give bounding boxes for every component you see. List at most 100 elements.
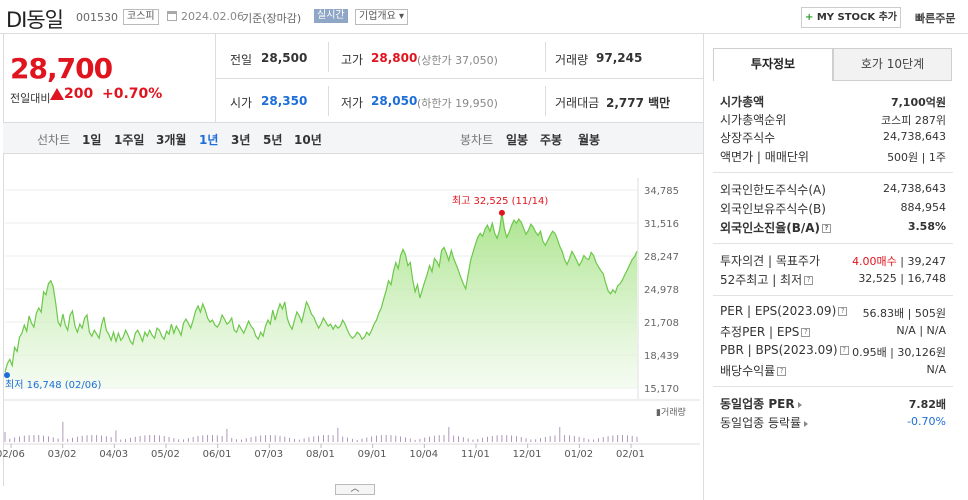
low-value: 28,050: [371, 94, 418, 108]
price-chart: 최고 32,525 (11/14) 최저 16,748 (02/06) 34,78…: [0, 154, 700, 464]
tab-1w[interactable]: 1주일: [114, 133, 145, 147]
tab-1d[interactable]: 1일: [82, 133, 102, 147]
tab-10-level-quotes[interactable]: 호가 10단계: [833, 48, 952, 81]
x-tick-label: 10/04: [409, 449, 438, 460]
est-per-label: 추정PER | EPS?: [720, 323, 811, 340]
quick-order-button[interactable]: 빠른주문: [915, 12, 956, 25]
divider: [545, 42, 546, 72]
help-icon[interactable]: ?: [822, 224, 832, 233]
tab-10y[interactable]: 10년: [294, 133, 322, 147]
panel-divider: [703, 34, 704, 500]
tab-weekly[interactable]: 주봉: [540, 133, 563, 147]
current-price: 28,700: [10, 52, 113, 85]
help-icon[interactable]: ?: [839, 346, 849, 355]
foreign-ratio-value: 3.58%: [907, 220, 946, 233]
x-tick-label: 02/06: [0, 449, 25, 460]
tab-monthly[interactable]: 월봉: [578, 133, 601, 147]
52w-label: 52주최고 | 최저?: [720, 271, 814, 288]
x-tick-label: 07/03: [254, 449, 283, 460]
tab-3y[interactable]: 3년: [231, 133, 251, 147]
foreign-limit-label: 외국인한도주식수(A): [720, 183, 826, 197]
face-value-label: 액면가 | 매매단위: [720, 150, 809, 164]
dividend-label: 배당수익률?: [720, 362, 787, 379]
line-chart-label: 선차트: [37, 133, 71, 147]
base-date-suffix: 기준(장마감): [242, 12, 302, 25]
volume-label: 거래량: [555, 53, 589, 67]
industry-per-value: 7.82배: [908, 398, 946, 411]
y-tick-label: 15,170: [644, 384, 679, 395]
per-eps-label: PER | EPS(2023.09)?: [720, 304, 848, 318]
divider: [328, 42, 329, 72]
chart-edge: [0, 154, 3, 464]
tab-investment-info[interactable]: 투자정보: [713, 48, 833, 81]
industry-rate-label[interactable]: 동일업종 등락률: [720, 414, 809, 431]
add-my-stock-button[interactable]: + MY STOCK 추가: [801, 7, 901, 28]
help-icon[interactable]: ?: [777, 367, 787, 376]
x-tick-label: 06/01: [203, 449, 232, 460]
open-label: 시가: [230, 96, 253, 110]
help-icon[interactable]: ?: [838, 307, 848, 316]
y-tick-label: 24,978: [644, 285, 679, 296]
volume-label: ▮거래량: [656, 406, 686, 418]
price-change-percent: +0.70%: [102, 86, 163, 102]
chart-tab-row: [3, 122, 703, 154]
divider: [713, 295, 953, 296]
x-tick-label: 11/01: [461, 449, 490, 460]
divider: [545, 86, 546, 116]
divider: [215, 78, 703, 79]
market-badge: 코스피: [123, 9, 159, 25]
y-tick-label: 31,516: [644, 219, 679, 230]
tab-1y[interactable]: 1년: [199, 133, 219, 147]
y-tick-label: 18,439: [644, 351, 679, 362]
min-label: 최저 16,748 (02/06): [5, 379, 101, 391]
industry-per-label[interactable]: 동일업종 PER: [720, 395, 802, 412]
x-tick-label: 03/02: [48, 449, 77, 460]
up-triangle-icon: [50, 88, 64, 100]
shares-listed-label: 상장주식수: [720, 131, 776, 145]
company-overview-button[interactable]: 기업개요 ▾: [355, 9, 408, 25]
foreign-holdings-value: 884,954: [900, 201, 947, 214]
stock-code: 001530: [76, 11, 118, 24]
tab-daily[interactable]: 일봉: [506, 133, 529, 147]
52w-value: 32,525 | 16,748: [858, 272, 946, 285]
divider: [713, 386, 953, 387]
prev-close-label: 전일: [230, 53, 253, 67]
max-point: [498, 209, 505, 216]
arrow-right-icon: [804, 420, 809, 427]
price-line: [4, 212, 638, 373]
amount-value: 2,777 백만: [606, 96, 671, 110]
help-icon[interactable]: ?: [804, 276, 814, 285]
tab-3m[interactable]: 3개월: [156, 133, 187, 147]
high-label: 고가: [341, 53, 364, 67]
upper-limit: (상한가 37,050): [417, 54, 498, 67]
help-icon[interactable]: ?: [801, 328, 811, 337]
volume-value: 97,245: [596, 51, 643, 65]
opinion-value: 4.00매수 | 39,247: [852, 255, 946, 268]
add-my-stock-label: MY STOCK 추가: [813, 12, 898, 23]
high-value: 28,800: [371, 51, 418, 65]
x-tick-label: 04/03: [99, 449, 128, 460]
low-label: 저가: [341, 96, 364, 110]
lower-limit: (하한가 19,950): [417, 97, 498, 110]
foreign-holdings-label: 외국인보유주식수(B): [720, 202, 826, 216]
shares-listed-value: 24,738,643: [883, 130, 946, 143]
y-tick-label: 34,785: [644, 186, 679, 197]
y-tick-label: 28,247: [644, 252, 679, 263]
opinion-label: 투자의견 | 목표주가: [720, 254, 820, 268]
header-bar: [0, 0, 968, 34]
price-area: [5, 212, 637, 388]
plus-icon: +: [804, 12, 814, 23]
stock-name: DI동일: [6, 8, 64, 32]
divider: [713, 172, 953, 173]
tab-5y[interactable]: 5년: [263, 133, 283, 147]
pbr-bps-value: 0.95배 | 30,126원: [852, 346, 946, 359]
market-cap-label: 시가총액: [720, 95, 765, 109]
est-per-value: N/A | N/A: [896, 324, 946, 337]
left-border: [3, 34, 4, 486]
collapse-chevron-icon[interactable]: ︿: [335, 484, 375, 495]
realtime-button[interactable]: 실시간: [314, 9, 348, 23]
market-cap-rank-value: 코스피 287위: [881, 114, 946, 127]
x-tick-label: 01/02: [564, 449, 593, 460]
x-tick-label: 08/01: [306, 449, 335, 460]
pbr-bps-label: PBR | BPS(2023.09)?: [720, 343, 849, 357]
